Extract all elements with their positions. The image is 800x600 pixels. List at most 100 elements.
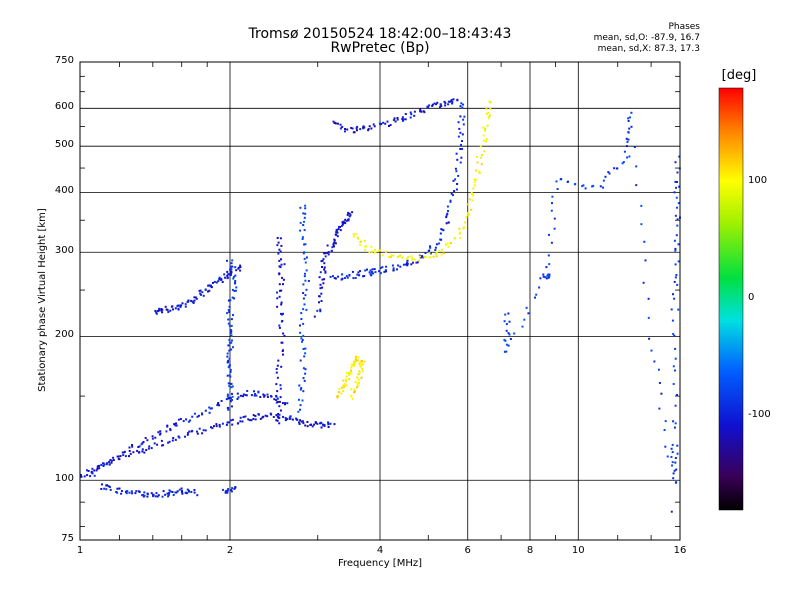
data-point [193,489,196,491]
data-point [231,288,234,291]
data-point [299,206,302,209]
data-point [479,145,482,148]
data-point [227,318,230,321]
data-point [341,223,344,226]
data-point [466,212,469,215]
data-point [354,380,357,383]
data-point [304,212,307,215]
data-point [310,423,313,426]
data-point [677,202,680,205]
data-point [464,221,467,224]
data-point [404,118,407,121]
data-point [422,256,425,259]
data-point [300,337,303,340]
data-point [390,254,393,257]
data-point [344,378,347,381]
data-point [175,422,177,425]
data-point [410,255,413,258]
data-point [231,296,234,299]
data-point [98,467,101,470]
data-point [504,313,507,316]
data-point [650,349,653,352]
data-point [302,377,305,380]
data-point [660,392,663,395]
data-point [434,249,437,251]
data-point [455,152,458,155]
data-point [363,126,366,129]
data-point [79,474,82,476]
data-point [482,126,485,129]
data-point [101,483,103,486]
data-point [485,112,488,115]
data-point [278,326,281,329]
data-point [193,296,196,299]
data-point [678,155,681,158]
data-point [450,242,452,244]
data-point [239,420,242,423]
data-points [79,98,681,513]
data-point [673,334,676,337]
data-point [523,318,526,321]
data-point [303,251,306,254]
data-point [674,214,677,217]
data-point [117,457,120,460]
data-point [278,422,281,425]
data-point [451,101,454,104]
data-point [675,234,678,237]
data-point [445,222,448,225]
data-point [462,118,465,121]
data-point [404,113,407,115]
data-point [225,398,228,401]
x-tick-label: 6 [464,545,471,556]
data-point [347,219,350,222]
data-point [666,455,669,458]
data-point [313,315,316,318]
data-point [345,371,348,374]
data-point [409,116,412,119]
data-point [330,249,333,252]
data-point [177,418,180,421]
data-point [355,355,357,358]
data-point [368,251,371,254]
data-point [338,225,340,228]
data-point [368,125,371,128]
data-point [443,100,446,103]
data-point [608,172,611,175]
data-point [252,414,255,417]
y-tick-label: 600 [54,101,74,113]
data-point [399,254,402,257]
data-point [545,266,548,269]
data-point [547,276,550,279]
data-point [171,491,174,493]
data-point [305,269,308,272]
data-point [264,414,267,417]
data-point [468,198,471,201]
data-point [483,150,486,153]
data-point [345,275,348,278]
data-point [172,308,174,311]
data-point [161,495,164,498]
data-point [266,396,269,398]
data-point [239,264,242,267]
data-point [122,454,125,457]
data-point [503,350,506,353]
data-point [184,303,187,306]
data-point [304,272,306,275]
data-point [355,359,358,362]
data-point [272,416,275,418]
data-point [276,415,279,418]
data-point [158,307,161,310]
data-point [396,117,399,119]
data-point [329,275,332,278]
data-point [675,196,678,199]
data-point [93,469,96,472]
data-point [226,355,229,358]
data-point [388,125,390,127]
data-point [297,410,300,413]
data-point [199,292,202,295]
data-point [196,430,198,433]
data-point [428,256,431,259]
data-point [337,228,340,230]
data-point [138,445,141,448]
